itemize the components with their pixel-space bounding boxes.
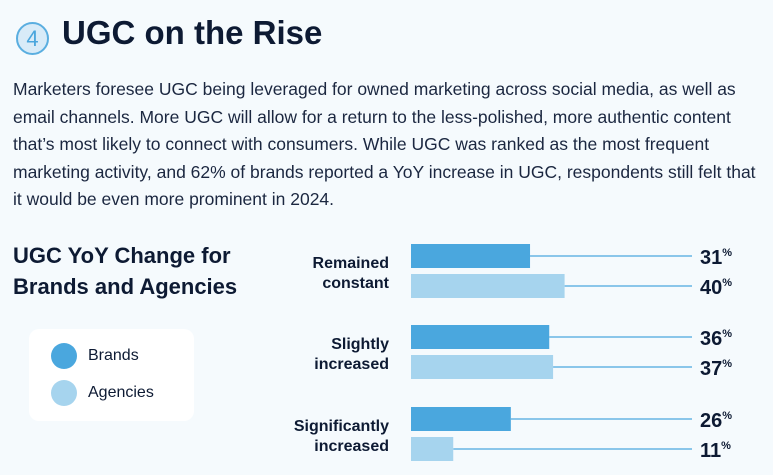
bar-brands bbox=[411, 407, 511, 431]
chart-title: UGC YoY Change for Brands and Agencies bbox=[13, 243, 238, 299]
legend-label: Agencies bbox=[88, 384, 154, 401]
bar-brands bbox=[411, 244, 531, 268]
value-label: 36% bbox=[700, 328, 732, 350]
bar-agencies bbox=[411, 355, 554, 379]
legend-swatch-agencies bbox=[51, 380, 77, 406]
bar-agencies bbox=[411, 274, 565, 298]
value-label: 11% bbox=[700, 440, 731, 462]
legend-item-agencies: Agencies bbox=[51, 380, 154, 406]
value-label: 31% bbox=[700, 247, 732, 269]
value-label: 40% bbox=[700, 277, 732, 299]
legend-item-brands: Brands bbox=[51, 343, 139, 369]
category-label: Significantly increased bbox=[294, 418, 389, 455]
value-label: 26% bbox=[700, 410, 732, 432]
legend-swatch-brands bbox=[51, 343, 77, 369]
value-label: 37% bbox=[700, 358, 732, 380]
page-title: UGC on the Rise bbox=[62, 14, 323, 51]
bar-agencies bbox=[411, 437, 454, 461]
section-number-badge: 4 bbox=[16, 22, 49, 55]
intro-paragraph: Marketers foresee UGC being leveraged fo… bbox=[13, 79, 756, 209]
legend-label: Brands bbox=[88, 347, 139, 364]
bar-brands bbox=[411, 325, 550, 349]
chart-legend: Brands Agencies bbox=[29, 329, 194, 421]
category-label: Remained constant bbox=[313, 255, 390, 292]
category-label: Slightly increased bbox=[314, 336, 389, 373]
